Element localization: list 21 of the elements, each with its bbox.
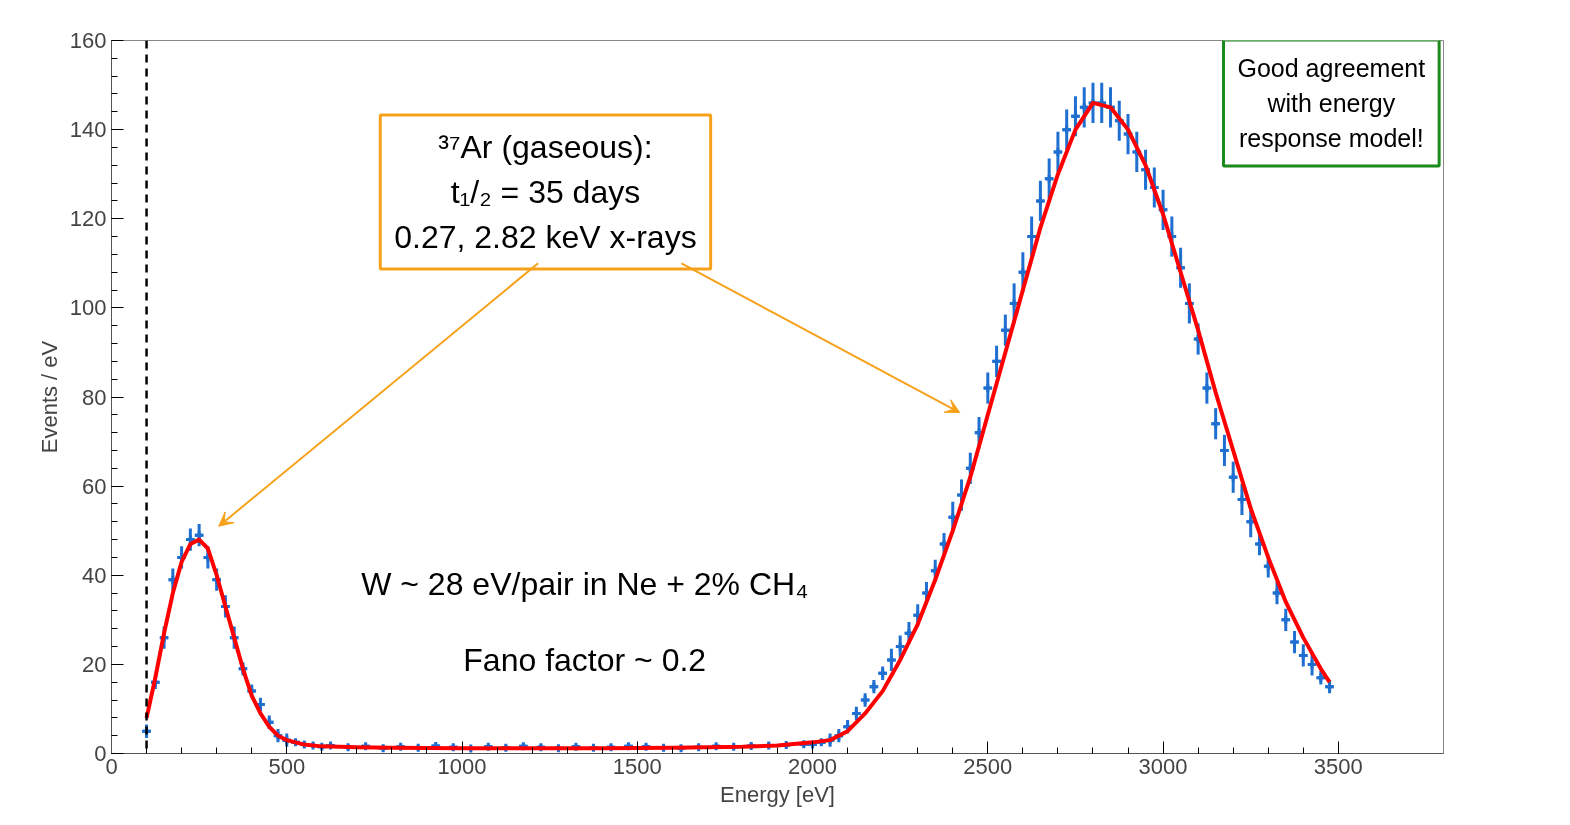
annotation: Fano factor ~ 0.2 <box>463 641 707 678</box>
y-tick-label: 160 <box>69 28 107 53</box>
annotation: Good agreement with energy response model! <box>1237 53 1426 152</box>
annotation: W ~ 28 eV/pair in Ne + 2% CH₄ <box>361 566 809 603</box>
y-tick-label: 80 <box>82 384 107 410</box>
x-tick-label: 3500 <box>1313 753 1363 779</box>
annotation: ³⁷Ar (gaseous): t₁/₂ = 35 days 0.27, 2.82 keV x-rays <box>394 129 697 256</box>
x-tick-label: 2000 <box>788 753 838 779</box>
y-tick-label: 120 <box>69 206 107 232</box>
x-axis-title: Energy [eV] <box>720 781 835 807</box>
x-tick-label: 2500 <box>963 753 1013 779</box>
x-tick-label: 500 <box>268 753 306 779</box>
y-tick-label: 140 <box>69 117 107 143</box>
y-tick-label: 20 <box>82 651 107 677</box>
y-tick-label: 40 <box>82 562 107 588</box>
y-tick-label: 60 <box>82 473 107 499</box>
x-tick-label: 1500 <box>612 753 662 779</box>
y-axis-title: Events / eV <box>36 340 62 454</box>
x-tick-label: 1000 <box>437 753 487 779</box>
y-tick-label: 100 <box>69 295 107 321</box>
x-tick-label: 3000 <box>1138 753 1188 779</box>
